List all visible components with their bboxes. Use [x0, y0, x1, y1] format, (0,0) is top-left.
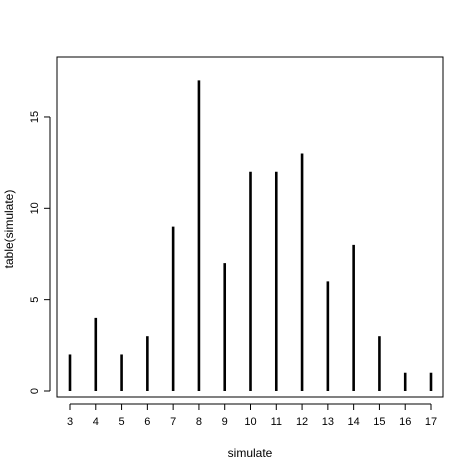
- y-tick-label-5: 5: [29, 297, 41, 303]
- x-tick-label-5: 5: [119, 416, 125, 428]
- plot-frame: [56, 56, 444, 398]
- x-tick-label-17: 17: [425, 416, 437, 428]
- x-axis-label: simulate: [228, 446, 273, 460]
- x-tick-label-4: 4: [93, 416, 99, 428]
- y-tick-label-15: 15: [29, 111, 41, 123]
- x-tick-label-14: 14: [348, 416, 360, 428]
- y-axis: 0 5 10 15: [29, 111, 51, 394]
- y-axis-label: table(simulate): [2, 190, 16, 269]
- y-tick-label-10: 10: [29, 202, 41, 214]
- x-tick-label-11: 11: [271, 416, 282, 428]
- x-tick-label-8: 8: [196, 416, 202, 428]
- x-tick-label-12: 12: [296, 416, 308, 428]
- x-tick-label-6: 6: [144, 416, 150, 428]
- x-tick-label-9: 9: [222, 416, 228, 428]
- x-tick-label-16: 16: [399, 416, 411, 428]
- x-tick-label-10: 10: [244, 416, 256, 428]
- x-tick-label-3: 3: [67, 416, 73, 428]
- bars-group: [68, 80, 433, 391]
- y-tick-label-0: 0: [29, 388, 41, 394]
- x-axis: 3 4 5 6 7 8 9 10 11 12 13 14 15 16 17: [67, 403, 437, 428]
- x-tick-label-15: 15: [373, 416, 385, 428]
- x-tick-label-13: 13: [322, 416, 334, 428]
- x-tick-label-7: 7: [170, 416, 176, 428]
